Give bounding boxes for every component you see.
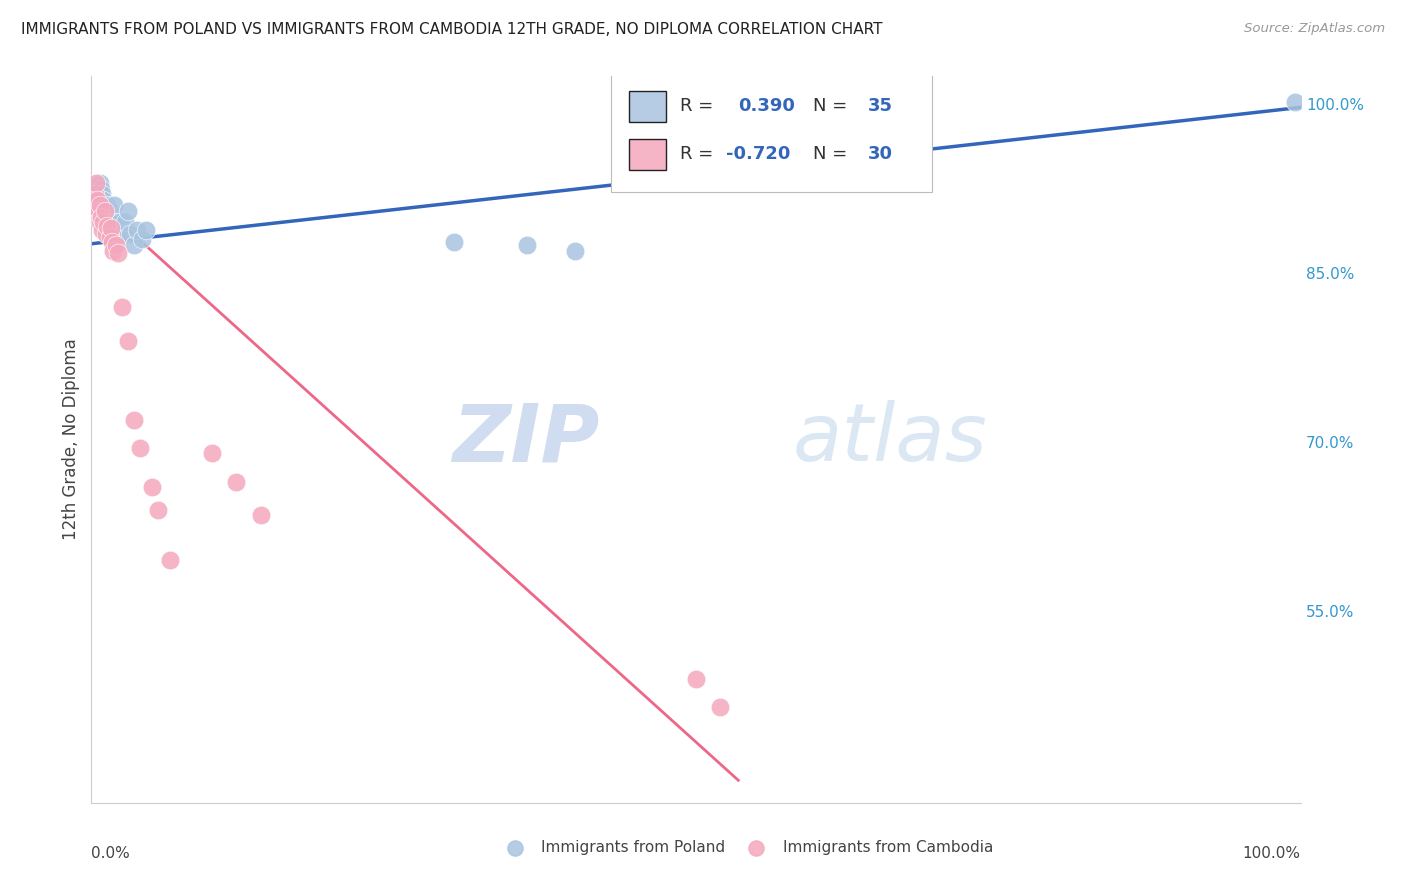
Point [89,198,111,212]
Point [117,204,139,219]
Point [111,227,132,241]
FancyBboxPatch shape [630,91,665,121]
FancyBboxPatch shape [612,72,932,192]
Point [709,700,731,714]
Point [107,245,129,260]
Y-axis label: 12th Grade, No Diploma: 12th Grade, No Diploma [62,338,80,541]
Text: ZIP: ZIP [451,401,599,478]
Point [87,193,110,207]
Point [96,219,118,233]
Point [98,204,121,219]
Point [91,223,114,237]
Text: Immigrants from Poland: Immigrants from Poland [541,840,725,855]
Point [94,227,117,241]
Point [564,244,586,258]
Point [84,181,107,195]
Text: IMMIGRANTS FROM POLAND VS IMMIGRANTS FROM CAMBODIA 12TH GRADE, NO DIPLOMA CORREL: IMMIGRANTS FROM POLAND VS IMMIGRANTS FRO… [21,22,883,37]
FancyBboxPatch shape [630,139,665,169]
Point [91,187,114,202]
Point [84,176,107,190]
Text: Immigrants from Cambodia: Immigrants from Cambodia [783,840,994,855]
Point [101,235,124,249]
Point [86,193,108,207]
Point [100,221,122,235]
Text: atlas: atlas [793,401,987,478]
Point [86,187,108,202]
Point [89,176,111,190]
Point [90,204,112,219]
Point [103,198,125,212]
Point [135,223,157,237]
Point [128,441,150,455]
Point [110,215,132,229]
Point [249,508,271,523]
Point [111,300,132,314]
Point [685,672,707,686]
Point [122,412,145,426]
Point [101,221,124,235]
Point [127,223,149,237]
Point [114,215,136,229]
Text: 0.390: 0.390 [738,97,796,115]
Point [97,215,120,229]
Point [141,480,163,494]
Point [96,198,118,212]
Point [104,215,127,229]
Point [94,210,117,224]
Point [89,215,111,229]
Point [98,230,121,244]
Point [87,204,110,219]
Point [225,475,247,489]
Text: N =: N = [813,97,853,115]
Point [93,215,115,229]
Text: R =: R = [681,145,720,163]
Point [122,238,145,252]
Text: 30: 30 [868,145,893,163]
Point [104,238,127,252]
Point [101,215,124,229]
Point [131,232,153,246]
Text: 100.0%: 100.0% [1243,847,1301,862]
Point [91,210,114,224]
Point [89,198,111,212]
Point [443,235,465,249]
Point [90,181,112,195]
Point [201,446,224,460]
Point [93,193,115,207]
Point [159,553,181,567]
Point [84,187,107,202]
Text: R =: R = [681,97,720,115]
Point [107,221,129,235]
Point [93,215,115,229]
Point [120,227,142,241]
Point [90,210,112,224]
Point [1284,95,1306,109]
Text: N =: N = [813,145,853,163]
Text: Source: ZipAtlas.com: Source: ZipAtlas.com [1244,22,1385,36]
Point [101,244,124,258]
Point [146,502,169,516]
Text: 35: 35 [868,97,893,115]
Text: 0.0%: 0.0% [91,847,131,862]
Point [93,204,115,219]
Point [516,238,538,252]
Text: -0.720: -0.720 [725,145,790,163]
Point [93,204,115,219]
Point [100,210,122,224]
Point [117,334,139,348]
